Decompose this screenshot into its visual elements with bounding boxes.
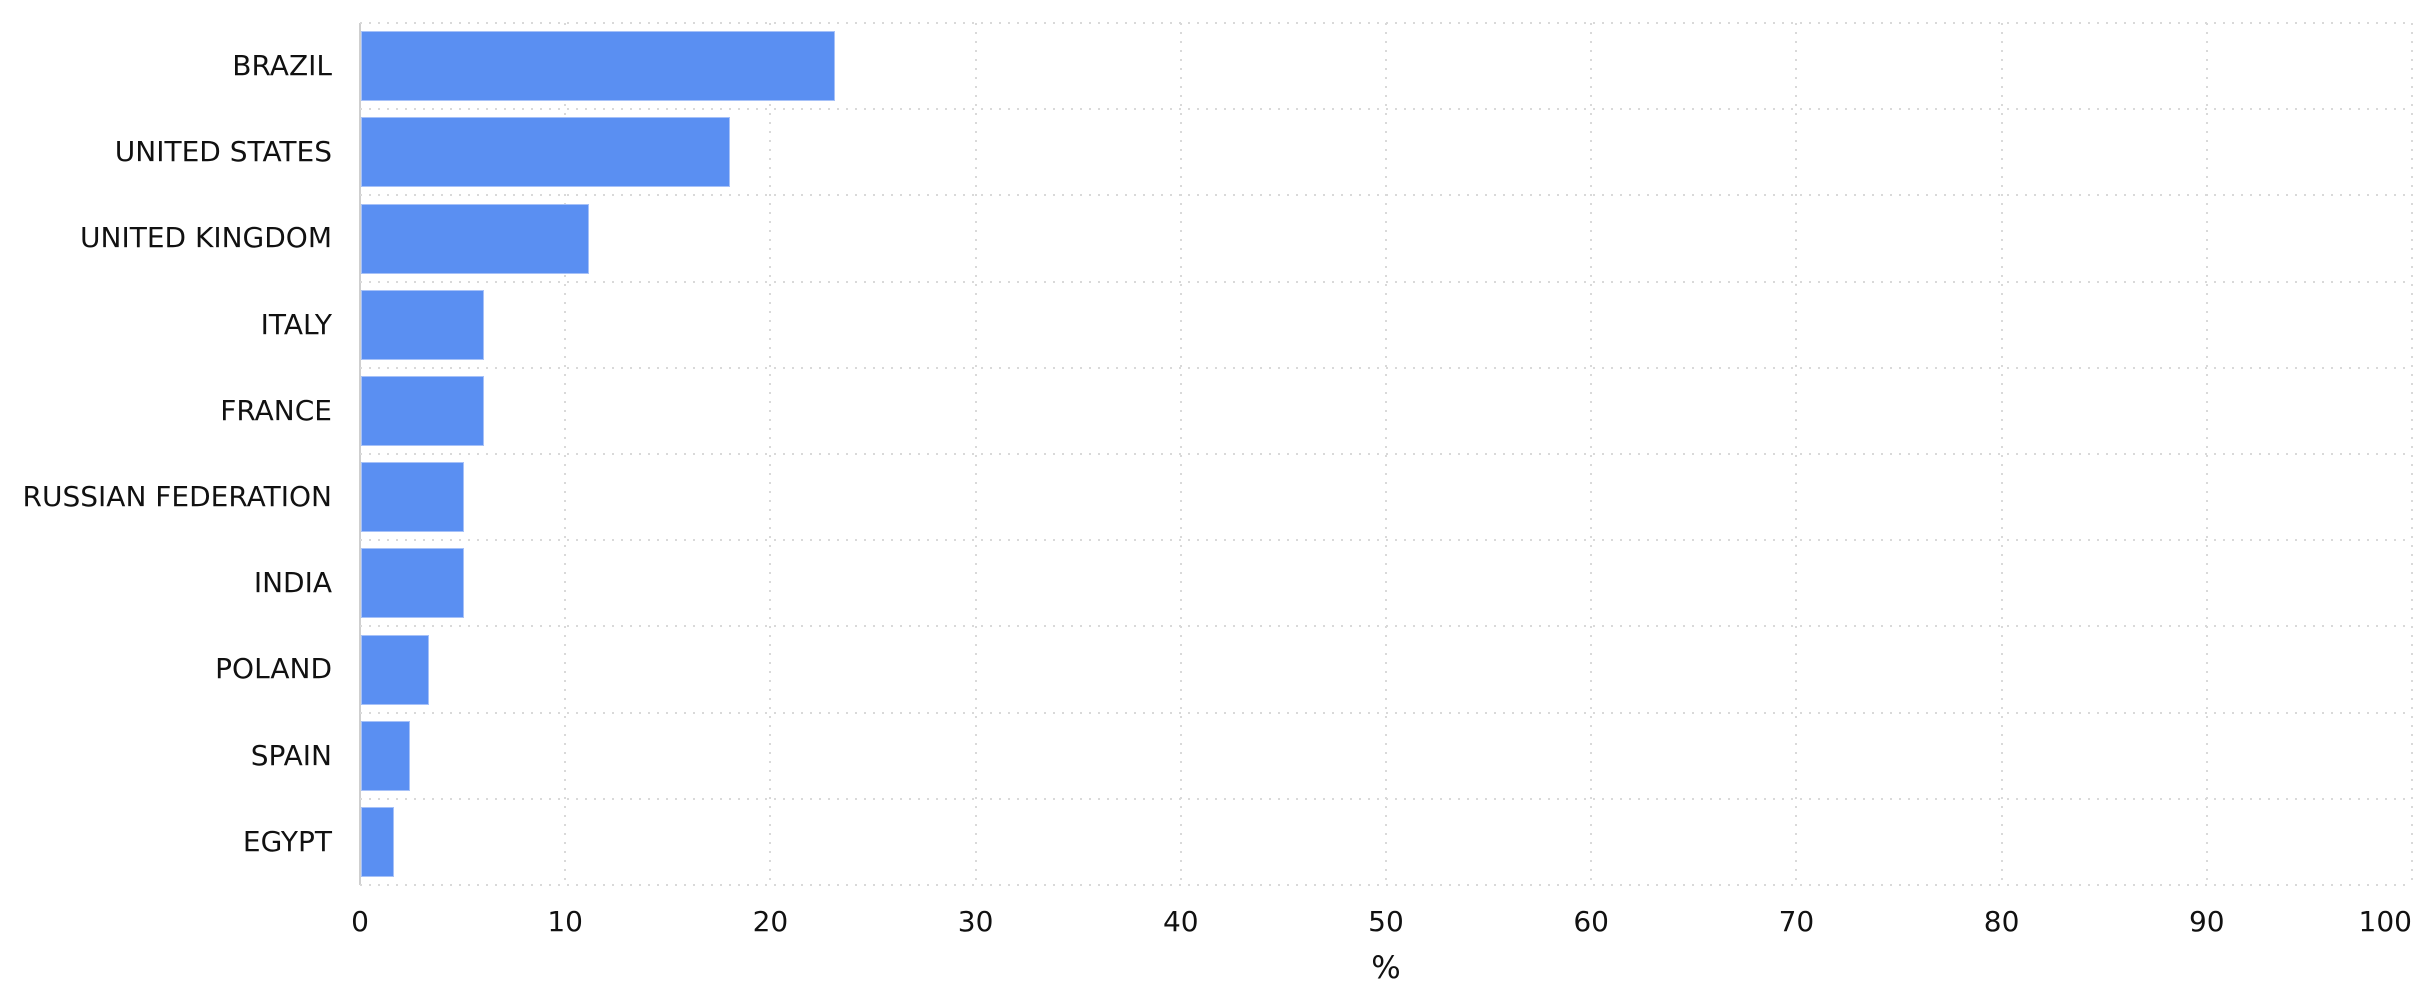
bar-france[interactable]	[361, 375, 485, 446]
x-tick-label: 50	[1368, 905, 1404, 938]
gridline-row-6	[360, 539, 2412, 542]
y-axis-label: UNITED KINGDOM	[80, 221, 332, 255]
y-axis-label: UNITED STATES	[114, 135, 332, 169]
y-axis-label: POLAND	[215, 652, 332, 686]
gridline-row-10	[360, 884, 2412, 886]
y-axis-label: SPAIN	[250, 738, 332, 772]
y-axis-label: INDIA	[253, 566, 332, 600]
bar-brazil[interactable]	[361, 31, 835, 102]
gridline-row-2	[360, 194, 2412, 197]
y-axis-label: RUSSIAN FEDERATION	[22, 480, 332, 514]
y-axis-label: ITALY	[260, 307, 332, 341]
x-axis-tick-labels: 0 10 20 30 40 50 60 70 80 90 100	[351, 905, 2412, 945]
x-tick-label: 30	[957, 905, 994, 938]
bar-russian-federation[interactable]	[361, 462, 464, 533]
gridline-row-4	[360, 366, 2412, 369]
x-tick-label: 90	[2188, 905, 2225, 938]
bar-united-states[interactable]	[361, 117, 731, 188]
x-tick-label: 80	[1983, 905, 2020, 938]
x-tick-label: 40	[1162, 905, 1199, 938]
gridline-x-100	[2411, 23, 2413, 885]
gridline-row-1	[360, 108, 2412, 111]
x-axis-title: %	[1371, 950, 1401, 986]
bar-united-kingdom[interactable]	[361, 203, 589, 274]
x-tick-label: 10	[547, 905, 584, 938]
y-axis-label: BRAZIL	[232, 49, 332, 83]
gridline-row-0	[360, 22, 2412, 24]
gridline-row-5	[360, 453, 2412, 455]
bar-spain[interactable]	[361, 720, 411, 791]
x-tick-label: 20	[752, 905, 789, 938]
y-axis-label: FRANCE	[220, 393, 332, 427]
x-tick-label: 100	[2358, 905, 2412, 938]
bar-india[interactable]	[361, 548, 464, 619]
bar-italy[interactable]	[361, 289, 485, 360]
bar-egypt[interactable]	[361, 806, 394, 877]
x-tick-label: 70	[1778, 905, 1815, 938]
gridline-row-3	[360, 280, 2412, 283]
y-axis-label: EGYPT	[242, 824, 332, 858]
gridline-row-8	[360, 711, 2412, 714]
x-tick-label: 0	[351, 905, 369, 938]
gridline-row-7	[360, 625, 2412, 628]
x-tick-label: 60	[1573, 905, 1610, 938]
bar-poland[interactable]	[361, 634, 429, 705]
gridline-row-9	[360, 797, 2412, 800]
plot-area	[359, 22, 2413, 886]
